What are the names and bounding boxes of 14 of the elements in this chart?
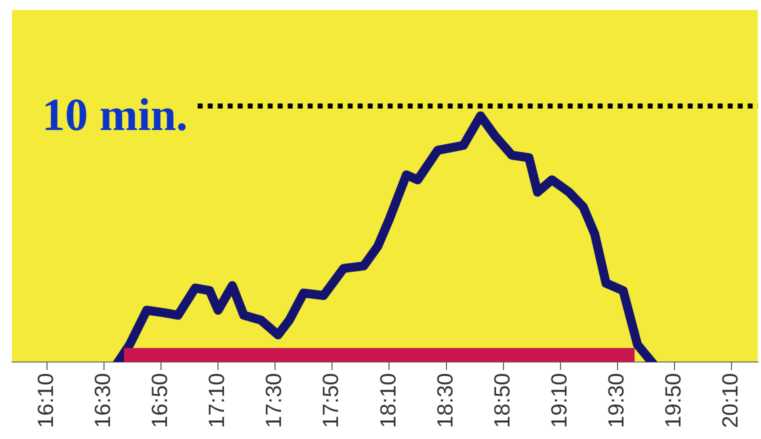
ref-line-label: 10 min. (42, 88, 188, 140)
x-tick-label: 16:50 (147, 372, 172, 428)
x-tick-label: 18:30 (432, 372, 458, 428)
x-tick-label: 20:10 (718, 372, 743, 428)
x-tick-label: 19:10 (546, 372, 572, 428)
x-tick-label: 16:30 (90, 372, 115, 428)
x-tick-label: 16:10 (32, 372, 58, 428)
x-tick-label: 17:50 (318, 372, 344, 428)
x-tick-label: 17:30 (261, 372, 286, 428)
x-tick-label: 19:50 (660, 372, 686, 428)
x-tick-label: 19:30 (604, 372, 629, 428)
x-tick-label: 17:10 (204, 372, 230, 428)
x-tick-label: 18:10 (375, 372, 400, 428)
x-tick-label: 18:50 (489, 372, 514, 428)
